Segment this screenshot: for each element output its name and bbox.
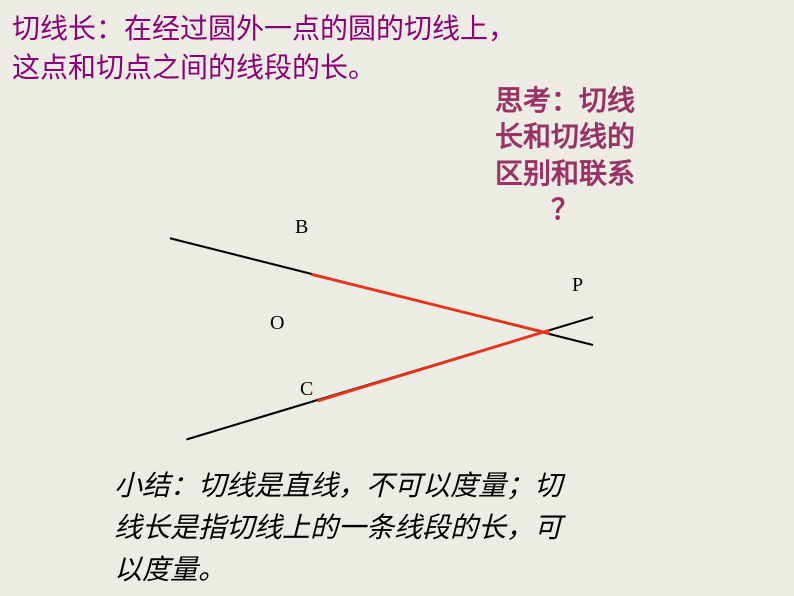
label-b: B (295, 216, 308, 239)
label-p: P (572, 274, 583, 297)
think-line1: 思考：切线 (495, 86, 635, 117)
title-text: 切线长：在经过圆外一点的圆的切线上， 这点和切点之间的线段的长。 (12, 10, 516, 88)
red-lower-line (318, 330, 550, 401)
think-line3: 区别和联系 (495, 159, 635, 190)
label-o: O (270, 312, 284, 335)
tangent-diagram: B O C P (120, 230, 680, 460)
summary-line2: 线长是指切线上的一条线段的长，可 (114, 513, 562, 544)
title-line2: 这点和切点之间的线段的长。 (12, 53, 376, 84)
think-text: 思考：切线 长和切线的 区别和联系 ？ (480, 84, 650, 230)
label-c: C (300, 378, 313, 401)
red-upper-line (311, 274, 549, 333)
summary-line3: 以度量。 (114, 555, 226, 586)
summary-text: 小结：切线是直线，不可以度量；切 线长是指切线上的一条线段的长，可 以度量。 (114, 466, 694, 592)
think-line2: 长和切线的 (495, 122, 635, 153)
think-line4: ？ (551, 195, 579, 226)
summary-line1: 小结：切线是直线，不可以度量；切 (114, 471, 562, 502)
diagram-svg (120, 230, 680, 460)
title-line1: 切线长：在经过圆外一点的圆的切线上， (12, 14, 516, 45)
